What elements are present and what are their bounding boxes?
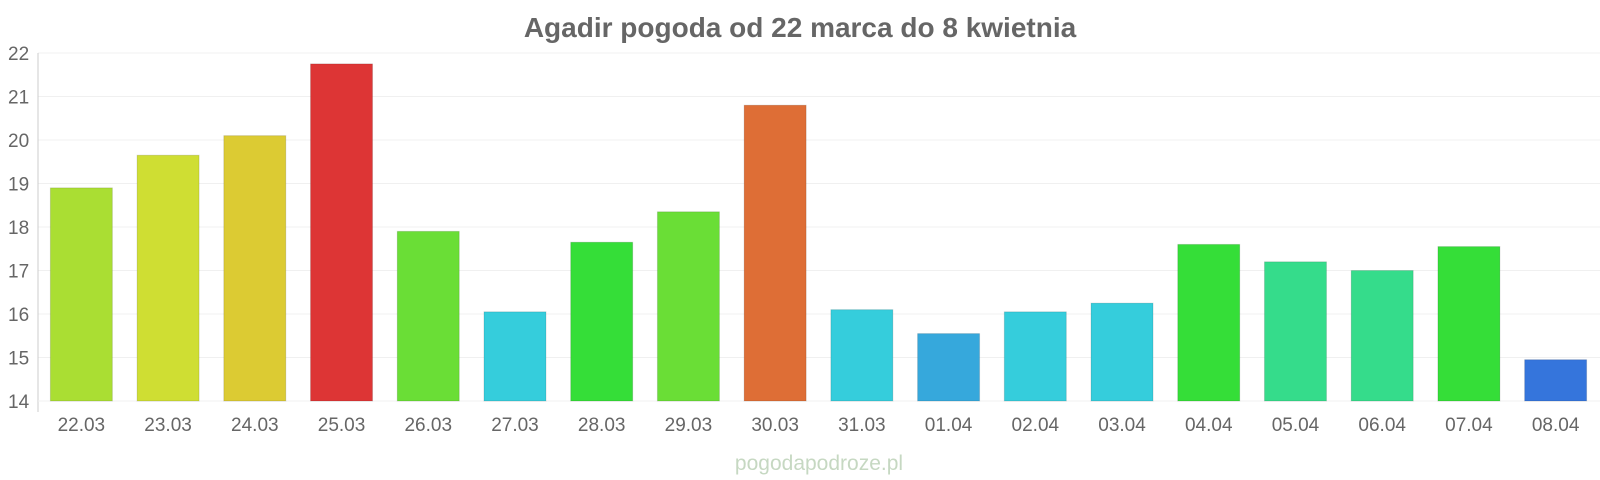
bar-26.03 bbox=[396, 230, 460, 402]
y-tick-label: 15 bbox=[8, 349, 29, 370]
bar-30.03 bbox=[743, 104, 807, 402]
bar-07.04 bbox=[1437, 246, 1501, 402]
x-tick-label: 27.03 bbox=[491, 415, 539, 436]
grid-layer bbox=[37, 52, 1600, 412]
bar-08.04 bbox=[1524, 359, 1588, 402]
bar-03.04 bbox=[1090, 302, 1154, 402]
bar-27.03 bbox=[483, 311, 547, 402]
y-tick-label: 16 bbox=[8, 305, 29, 326]
x-tick-label: 23.03 bbox=[144, 415, 192, 436]
x-tick-label: 31.03 bbox=[838, 415, 886, 436]
x-tick-label: 02.04 bbox=[1012, 415, 1060, 436]
x-tick-label: 22.03 bbox=[58, 415, 106, 436]
x-tick-label: 07.04 bbox=[1445, 415, 1493, 436]
x-tick-label: 24.03 bbox=[231, 415, 279, 436]
chart-title: Agadir pogoda od 22 marca do 8 kwietnia bbox=[524, 12, 1077, 43]
y-tick-label: 19 bbox=[8, 175, 29, 196]
bar-31.03 bbox=[830, 309, 894, 402]
x-tick-label: 03.04 bbox=[1098, 415, 1146, 436]
y-tick-label: 21 bbox=[8, 88, 29, 109]
y-tick-label: 22 bbox=[8, 44, 29, 65]
bar-25.03 bbox=[310, 63, 374, 402]
x-tick-label: 28.03 bbox=[578, 415, 626, 436]
x-tick-label: 26.03 bbox=[404, 415, 452, 436]
x-tick-label: 01.04 bbox=[925, 415, 973, 436]
bars-layer bbox=[49, 63, 1588, 402]
x-tick-label: 08.04 bbox=[1532, 415, 1580, 436]
bar-28.03 bbox=[570, 241, 634, 402]
bar-22.03 bbox=[49, 187, 113, 402]
x-tick-label: 29.03 bbox=[665, 415, 713, 436]
x-axis-labels: 22.03 23.03 24.03 25.03 26.03 27.03 28.03 29.03… bbox=[58, 415, 1580, 436]
y-tick-label: 17 bbox=[8, 262, 29, 283]
bar-23.03 bbox=[136, 154, 200, 402]
bar-04.04 bbox=[1177, 243, 1241, 402]
watermark-text: pogodapodroze.pl bbox=[735, 452, 903, 475]
x-tick-label: 05.04 bbox=[1272, 415, 1320, 436]
x-tick-label: 25.03 bbox=[318, 415, 366, 436]
y-tick-label: 18 bbox=[8, 218, 29, 239]
bar-29.03 bbox=[656, 211, 720, 402]
x-tick-label: 30.03 bbox=[751, 415, 799, 436]
x-tick-label: 06.04 bbox=[1358, 415, 1406, 436]
bar-01.04 bbox=[917, 333, 981, 402]
y-tick-label: 14 bbox=[8, 392, 30, 413]
bar-24.03 bbox=[223, 135, 287, 402]
y-tick-label: 20 bbox=[8, 131, 29, 152]
bar-06.04 bbox=[1350, 270, 1414, 402]
x-tick-label: 04.04 bbox=[1185, 415, 1233, 436]
bar-05.04 bbox=[1263, 261, 1327, 402]
bar-02.04 bbox=[1003, 311, 1067, 402]
y-axis-labels: 14 15 16 17 18 19 20 21 22 bbox=[8, 44, 30, 413]
